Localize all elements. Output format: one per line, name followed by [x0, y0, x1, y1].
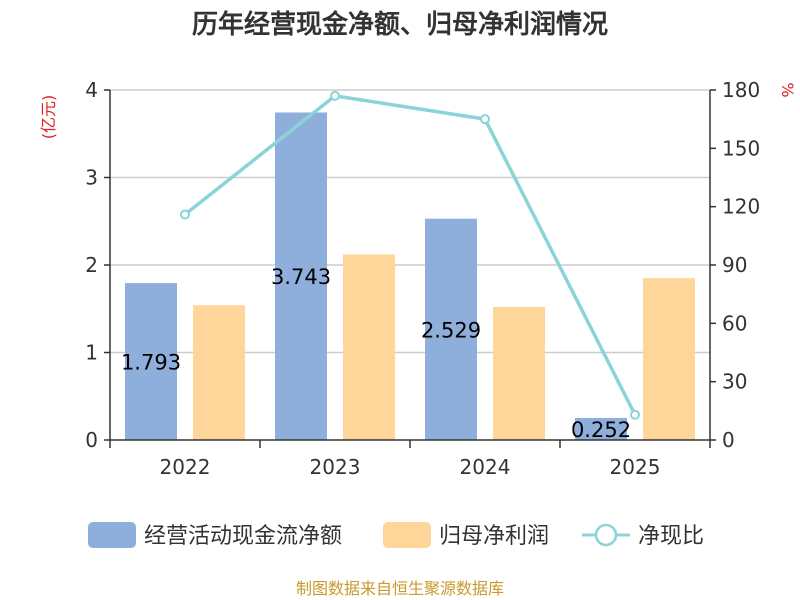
bar-data-label: 1.793	[121, 351, 181, 375]
legend-label: 经营活动现金流净额	[144, 524, 342, 549]
right-tick-label: 30	[722, 370, 747, 394]
right-tick-label: 0	[722, 428, 735, 452]
bar-data-label: 0.252	[571, 418, 631, 442]
x-tick-label: 2024	[460, 455, 511, 479]
bar-netprofit	[643, 278, 695, 440]
ratio-line-path	[183, 94, 637, 416]
right-tick-label: 180	[722, 78, 760, 102]
left-tick-label: 0	[85, 428, 98, 452]
legend-swatch	[383, 522, 431, 548]
ratio-point	[330, 90, 340, 101]
legend: 经营活动现金流净额 归母净利润 净现比	[88, 522, 704, 549]
legend-label: 净现比	[638, 524, 704, 549]
bars	[125, 112, 695, 441]
ratio-point	[180, 209, 190, 220]
left-tick-label: 2	[85, 253, 98, 277]
ratio-line	[180, 90, 640, 420]
left-axis-unit: (亿元)	[39, 95, 58, 140]
left-tick-label: 4	[85, 78, 98, 102]
legend-swatch	[88, 522, 136, 548]
right-tick-label: 60	[722, 311, 747, 335]
axes: 0 1 2 3 4 0 30 60 90 120 150 180 2022 2023 2024 2025	[85, 78, 760, 479]
bar-data-label: 2.529	[421, 318, 481, 342]
ratio-point	[630, 409, 640, 420]
left-tick-label: 1	[85, 341, 98, 365]
right-tick-label: 120	[722, 195, 760, 219]
ratio-point	[480, 114, 490, 125]
bar-netprofit	[343, 254, 395, 440]
x-tick-label: 2022	[160, 455, 211, 479]
legend-marker	[594, 523, 618, 547]
bar-cashflow	[275, 112, 327, 441]
bar-cashflow	[575, 417, 627, 440]
right-axis-unit: %	[778, 82, 797, 97]
left-tick-label: 3	[85, 166, 98, 190]
x-tick-label: 2023	[310, 455, 361, 479]
right-tick-label: 90	[722, 253, 747, 277]
data-labels: 1.793 3.743 2.529 0.252	[121, 265, 631, 442]
grid-lines	[110, 89, 710, 354]
bar-netprofit	[493, 307, 545, 440]
bar-cashflow	[425, 218, 477, 440]
source-note: 制图数据来自恒生聚源数据库	[296, 579, 504, 598]
right-tick-label: 150	[722, 136, 760, 160]
bar-cashflow	[125, 283, 177, 440]
bar-netprofit	[193, 305, 245, 440]
x-tick-label: 2025	[610, 455, 661, 479]
chart-title: 历年经营现金净额、归母净利润情况	[192, 9, 608, 40]
bar-data-label: 3.743	[271, 265, 331, 289]
legend-label: 归母净利润	[439, 524, 549, 549]
